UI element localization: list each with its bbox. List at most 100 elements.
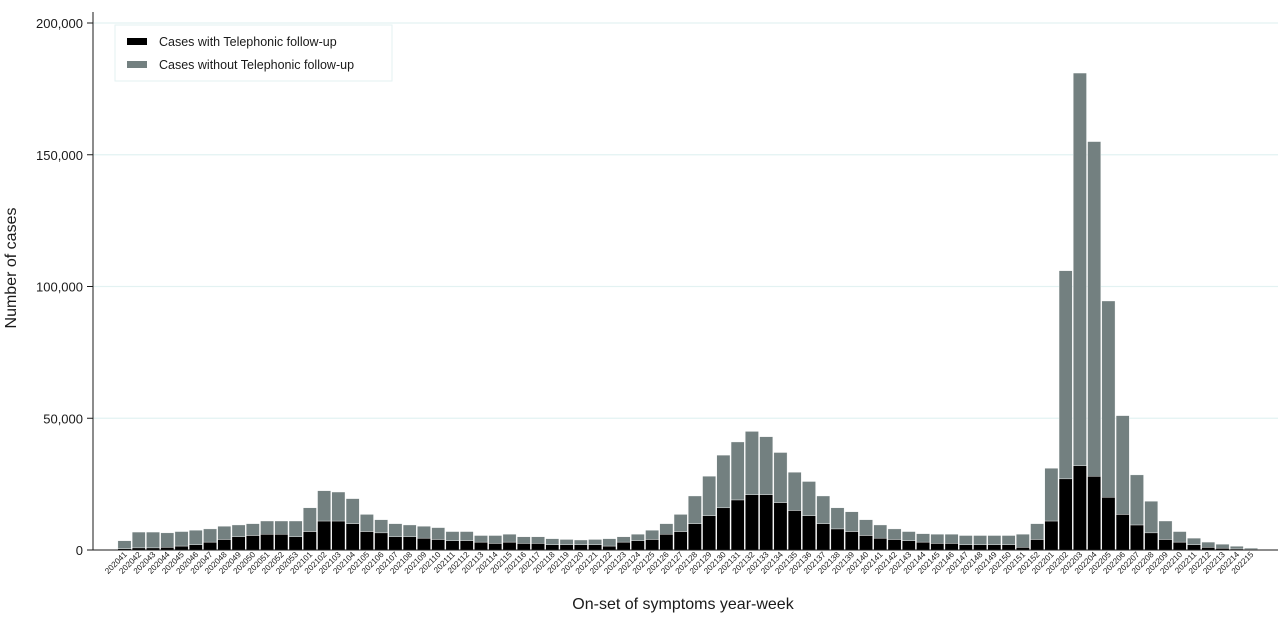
bar-with-followup: [531, 543, 545, 551]
bar-without-followup: [616, 536, 631, 543]
bar-without-followup: [545, 538, 560, 545]
bar-without-followup: [688, 495, 702, 524]
bar-with-followup: [517, 543, 531, 551]
bar-without-followup: [1073, 72, 1087, 466]
bar-without-followup: [1101, 300, 1116, 498]
bar-with-followup: [474, 541, 488, 551]
bar-with-followup: [1087, 476, 1101, 551]
bar-with-followup: [246, 535, 260, 551]
bar-with-followup: [844, 531, 859, 551]
bar-without-followup: [117, 540, 132, 549]
bar-without-followup: [716, 454, 731, 509]
bar-without-followup: [402, 524, 417, 538]
bar-without-followup: [459, 531, 474, 541]
bar-without-followup: [802, 481, 816, 516]
bars: [117, 72, 1258, 551]
bar-without-followup: [1172, 531, 1187, 543]
bar-with-followup: [1058, 478, 1073, 551]
bar-without-followup: [1030, 523, 1044, 540]
bar-without-followup: [317, 490, 331, 522]
bar-without-followup: [431, 527, 445, 540]
bar-with-followup: [303, 531, 317, 551]
bar-with-followup: [1101, 497, 1116, 551]
bar-without-followup: [174, 531, 189, 547]
bar-with-followup: [916, 541, 930, 551]
bar-without-followup: [388, 523, 403, 538]
bar-with-followup: [759, 494, 773, 551]
bar-without-followup: [887, 528, 902, 540]
bar-without-followup: [973, 535, 987, 545]
bar-with-followup: [602, 545, 617, 551]
bar-without-followup: [702, 476, 716, 516]
legend-swatch-with-followup: [127, 38, 147, 45]
bar-with-followup: [1187, 544, 1201, 551]
bar-with-followup: [902, 540, 916, 551]
bar-without-followup: [331, 491, 346, 522]
bar-without-followup: [1215, 544, 1230, 549]
bar-with-followup: [559, 544, 574, 551]
bar-with-followup: [417, 537, 431, 551]
legend: Cases with Telephonic follow-up Cases wi…: [114, 24, 393, 82]
y-tick-label: 100,000: [36, 280, 83, 295]
bar-with-followup: [502, 541, 517, 551]
bar-with-followup: [317, 520, 331, 551]
bar-with-followup: [217, 539, 232, 551]
bar-without-followup: [816, 495, 831, 524]
bar-without-followup: [1187, 537, 1201, 545]
bar-with-followup: [859, 535, 873, 551]
bar-without-followup: [417, 526, 431, 539]
y-tick-label: 0: [76, 543, 83, 558]
bar-with-followup: [374, 532, 388, 551]
bar-without-followup: [246, 523, 260, 536]
bar-with-followup: [716, 507, 731, 551]
bar-with-followup: [1144, 532, 1158, 551]
bar-without-followup: [531, 536, 545, 544]
bar-without-followup: [345, 498, 360, 524]
bar-with-followup: [631, 540, 645, 551]
bar-without-followup: [602, 538, 617, 547]
bar-with-followup: [360, 531, 374, 551]
bar-without-followup: [559, 539, 574, 545]
bar-with-followup: [930, 543, 945, 551]
bar-with-followup: [1001, 544, 1016, 551]
bar-with-followup: [973, 544, 987, 551]
bar-without-followup: [288, 520, 303, 537]
bar-without-followup: [260, 520, 274, 535]
bar-without-followup: [1044, 468, 1059, 522]
bar-with-followup: [588, 544, 602, 551]
bar-with-followup: [616, 541, 631, 551]
bar-without-followup: [502, 534, 517, 543]
bar-without-followup: [645, 530, 659, 540]
bar-with-followup: [274, 534, 289, 551]
bar-with-followup: [730, 499, 745, 551]
bar-with-followup: [745, 494, 759, 551]
bar-without-followup: [1201, 541, 1216, 548]
bar-without-followup: [1130, 474, 1144, 526]
bar-with-followup: [545, 544, 560, 551]
bar-without-followup: [1087, 141, 1101, 477]
bar-with-followup: [1172, 541, 1187, 551]
x-ticks: 2020412020422020432020442020452020462020…: [103, 550, 1256, 576]
bar-without-followup: [759, 436, 773, 495]
bar-with-followup: [1158, 539, 1173, 551]
bar-with-followup: [174, 545, 189, 551]
bar-without-followup: [189, 530, 203, 545]
bar-with-followup: [887, 539, 902, 551]
bar-without-followup: [673, 514, 688, 532]
bar-with-followup: [645, 539, 659, 551]
bar-without-followup: [146, 531, 160, 549]
bar-with-followup: [987, 544, 1002, 551]
bar-with-followup: [688, 523, 702, 551]
bar-without-followup: [830, 507, 845, 530]
bar-with-followup: [459, 540, 474, 551]
y-tick-label: 150,000: [36, 148, 83, 163]
y-axis-title: Number of cases: [3, 208, 20, 329]
bar-with-followup: [1044, 520, 1059, 551]
bar-without-followup: [1058, 270, 1073, 480]
bar-without-followup: [1244, 547, 1258, 550]
bar-with-followup: [773, 502, 788, 551]
bar-without-followup: [231, 524, 246, 538]
bar-with-followup: [830, 528, 845, 551]
y-tick-label: 50,000: [43, 411, 83, 426]
